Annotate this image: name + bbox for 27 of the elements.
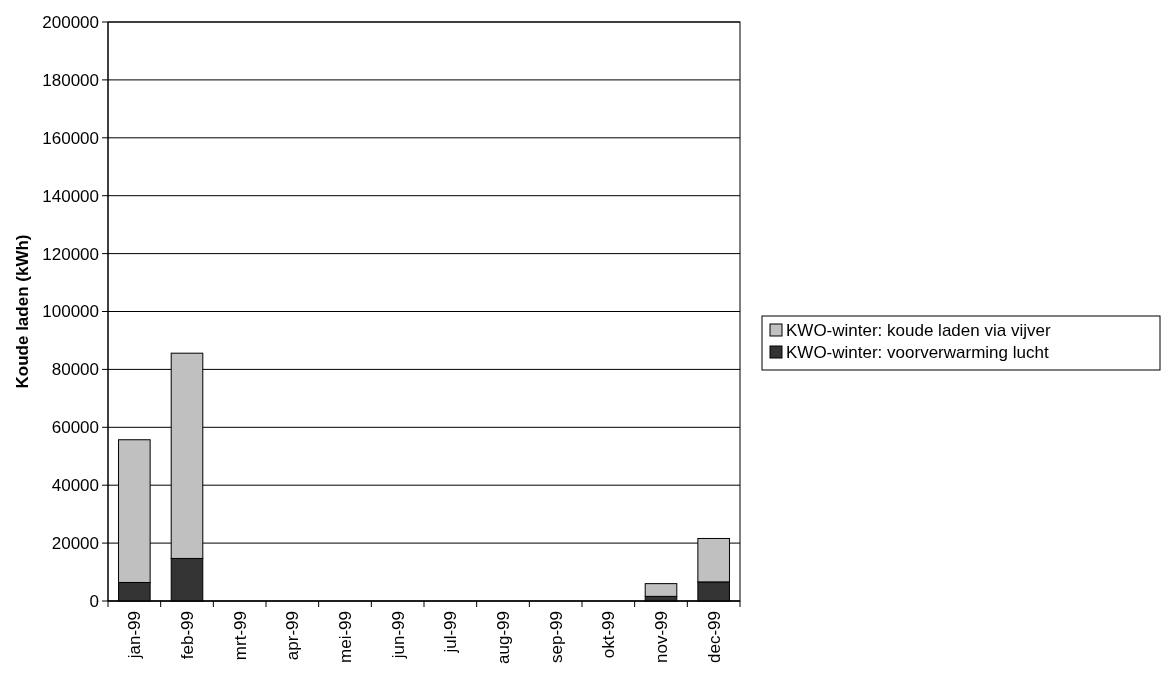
y-tick-label: 140000	[42, 186, 99, 206]
x-tick-label: aug-99	[493, 611, 513, 664]
x-tick-label: jan-99	[125, 611, 145, 660]
legend-label: KWO-winter: voorverwarming lucht	[786, 342, 1049, 362]
x-tick-label: dec-99	[704, 611, 724, 663]
bar	[644, 583, 678, 597]
x-tick-label: nov-99	[651, 611, 671, 663]
y-tick-label: 160000	[42, 128, 99, 148]
x-tick-label: jun-99	[388, 611, 408, 660]
y-tick-label: 20000	[51, 534, 99, 554]
y-tick-label: 100000	[42, 302, 99, 322]
x-tick-label: feb-99	[177, 611, 197, 660]
y-tick-label: 0	[89, 591, 99, 611]
x-tick-label: mrt-99	[230, 611, 250, 661]
x-tick-label: sep-99	[546, 611, 566, 663]
y-tick-label: 40000	[51, 476, 99, 496]
y-axis-title: Koude laden (kWh)	[12, 234, 32, 389]
x-tick-label: mei-99	[335, 611, 355, 663]
y-tick-label: 80000	[51, 360, 99, 380]
y-tick-label: 200000	[42, 12, 99, 32]
x-tick-label: okt-99	[599, 611, 619, 659]
y-tick-label: 120000	[42, 244, 99, 264]
y-tick-label: 180000	[42, 70, 99, 90]
x-tick-label: apr-99	[283, 611, 303, 661]
x-tick-label: jul-99	[441, 611, 461, 654]
y-tick-label: 60000	[51, 418, 99, 438]
legend-label: KWO-winter: koude laden via vijver	[786, 320, 1051, 340]
